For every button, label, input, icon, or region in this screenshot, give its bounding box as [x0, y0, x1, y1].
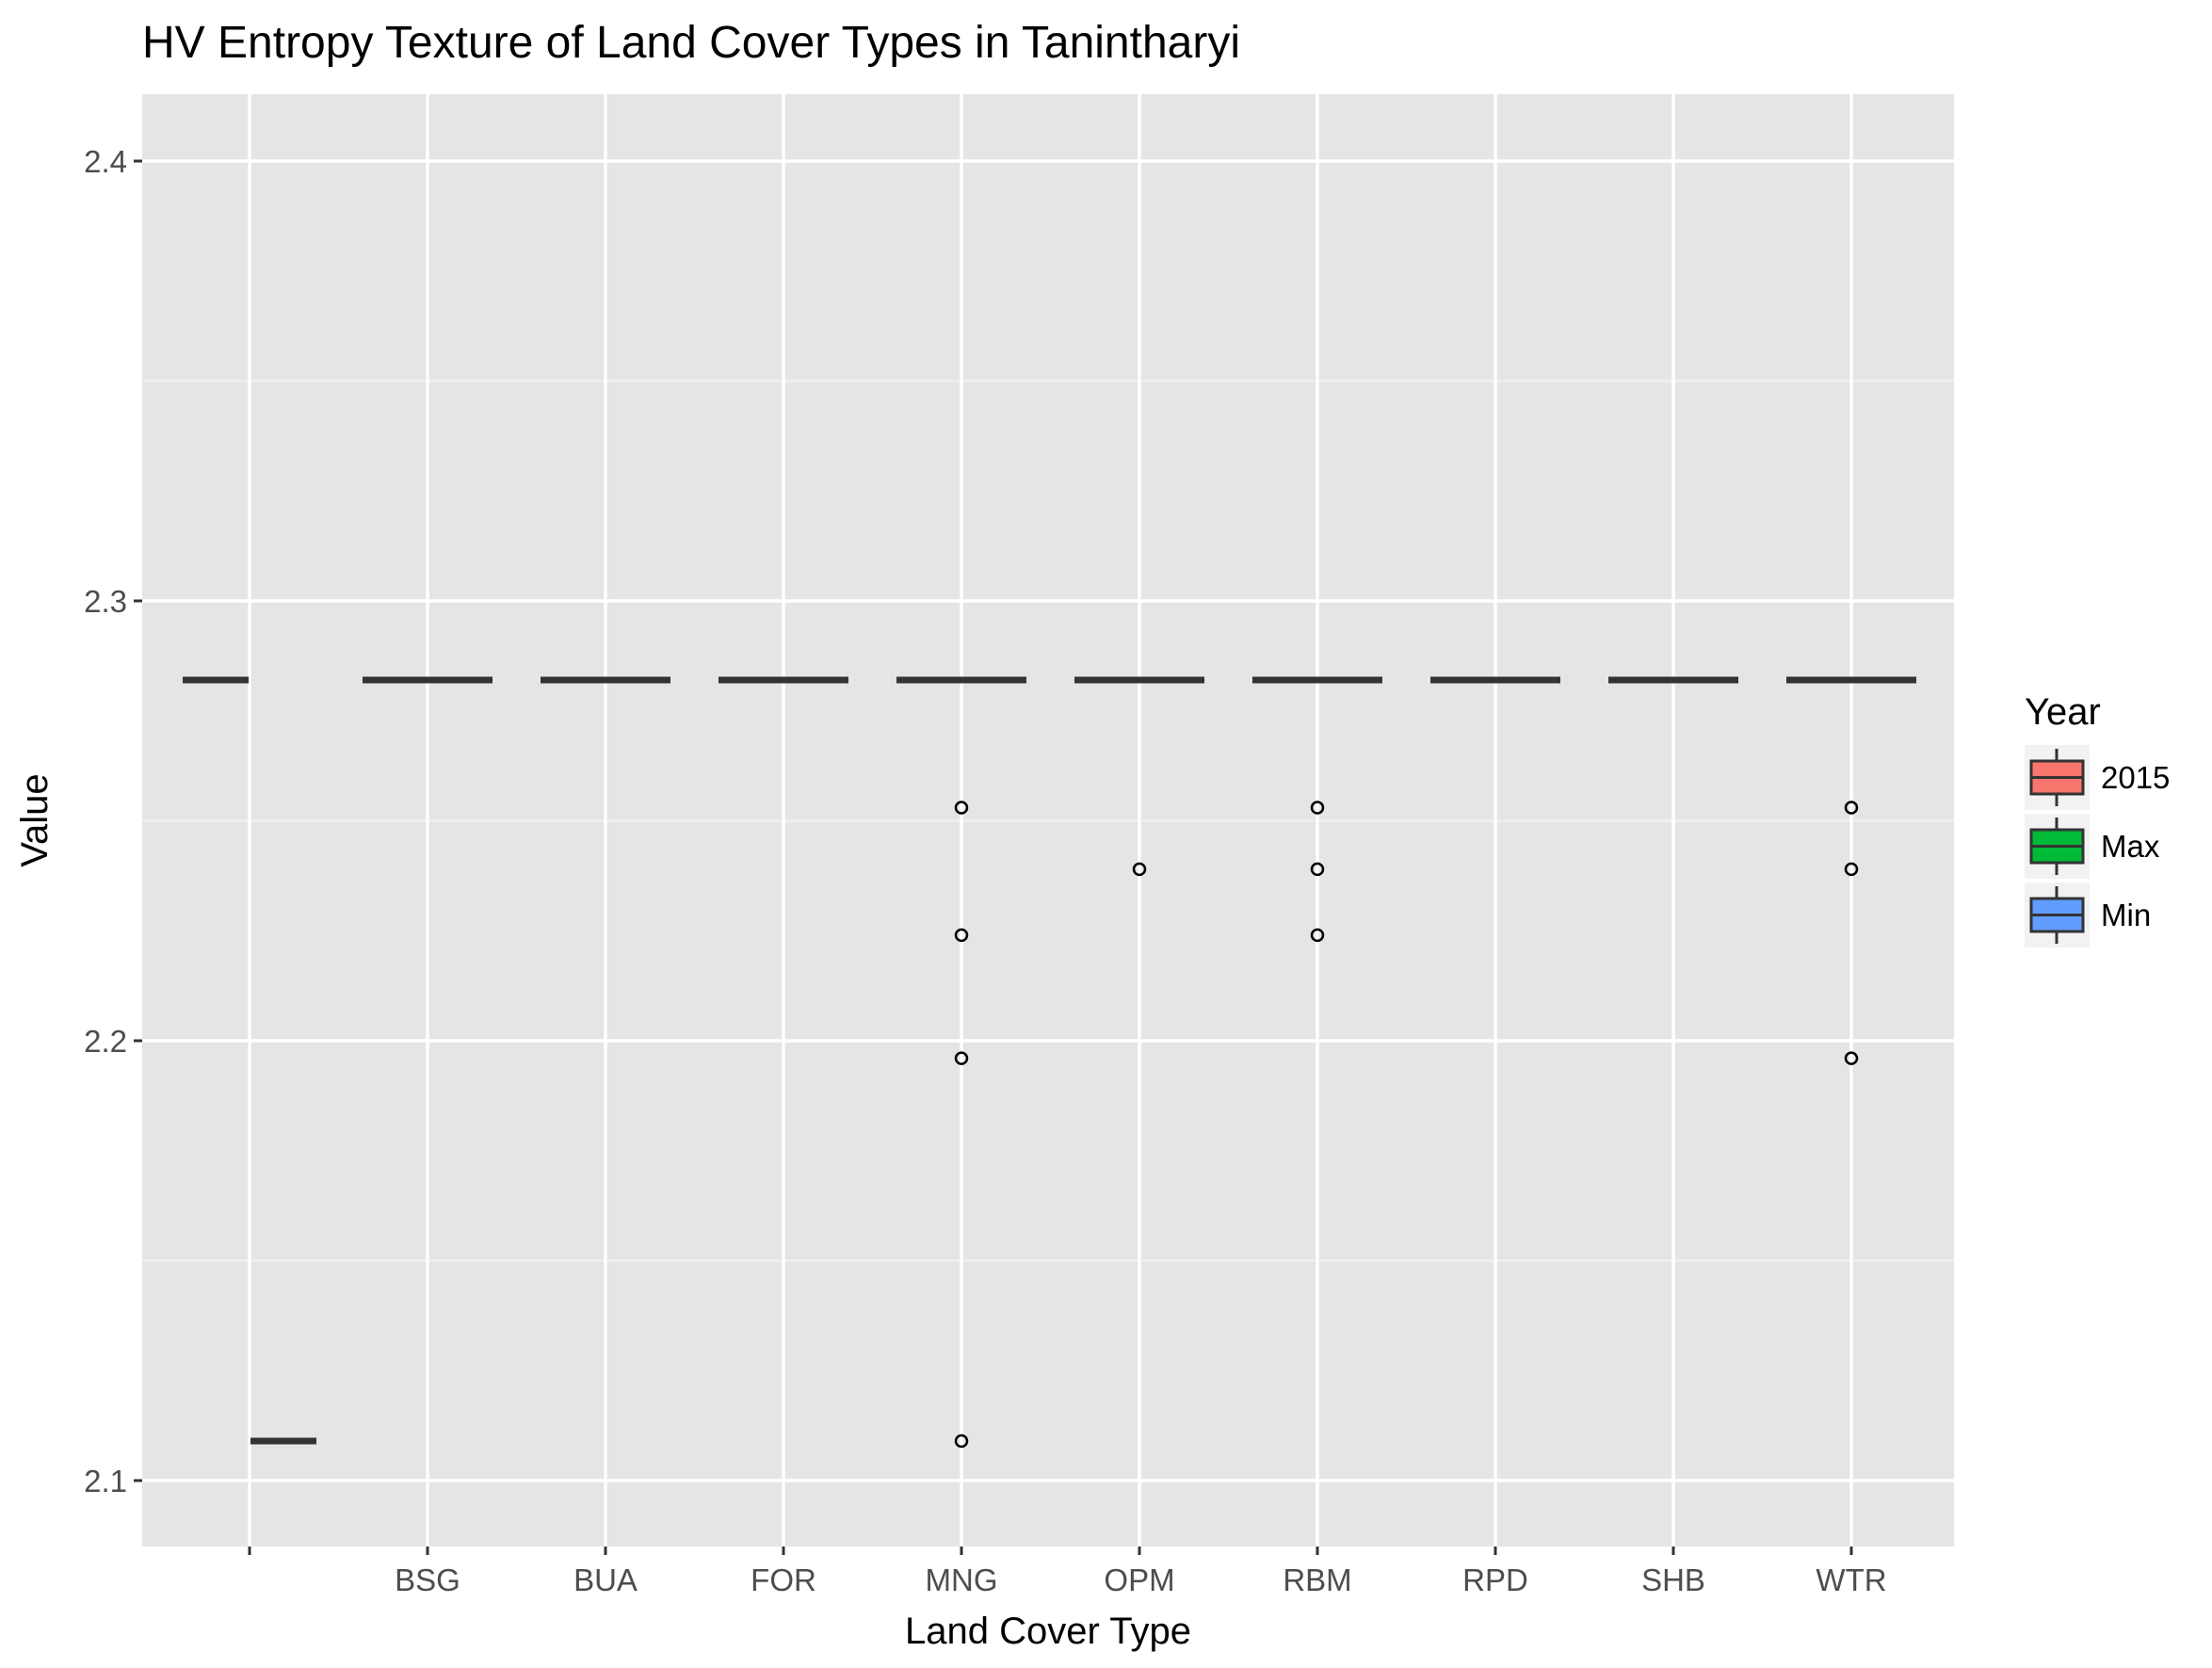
x-tick-label: FOR: [751, 1563, 816, 1597]
outlier-point: [954, 928, 969, 943]
y-tick-label: 2.3: [84, 584, 127, 619]
boxes: [183, 676, 1916, 1445]
x-axis: BSG BUA FOR MNG OPM RBM RPD SHB WTR: [248, 1547, 1887, 1597]
x-axis-title: Land Cover Type: [905, 1611, 1191, 1652]
legend-label-max: Max: [2101, 829, 2160, 864]
y-tick-label: 2.1: [84, 1464, 127, 1498]
outlier-point: [1310, 862, 1325, 877]
x-tick-label: OPM: [1104, 1563, 1174, 1597]
x-tick-label: BSG: [395, 1563, 460, 1597]
major-gridlines: [142, 94, 1954, 1547]
x-tick-label: BUA: [573, 1563, 638, 1597]
y-axis: 2.1 2.2 2.3 2.4: [84, 144, 142, 1498]
outlier-point: [1844, 862, 1859, 877]
y-tick-label: 2.4: [84, 144, 127, 179]
y-axis-title: Value: [14, 773, 56, 866]
outlier-point: [954, 1051, 969, 1065]
legend-label-2015: 2015: [2101, 760, 2170, 795]
x-tick-label: MNG: [926, 1563, 998, 1597]
outlier-point: [1132, 862, 1147, 877]
chart-title: HV Entropy Texture of Land Cover Types i…: [142, 18, 1240, 68]
x-tick-label: RPD: [1462, 1563, 1528, 1597]
outlier-point: [1310, 928, 1325, 943]
outlier-point: [954, 801, 969, 815]
minor-gridlines: [142, 380, 1954, 1262]
x-tick-label: SHB: [1641, 1563, 1705, 1597]
x-tick-label: WTR: [1816, 1563, 1886, 1597]
y-tick-label: 2.2: [84, 1024, 127, 1059]
outlier-points: [954, 801, 1859, 1449]
legend-title: Year: [2025, 691, 2101, 733]
legend: Year 2015 Max Min: [2025, 691, 2170, 947]
x-tick-label: RBM: [1283, 1563, 1351, 1597]
outlier-point: [1844, 801, 1859, 815]
legend-label-min: Min: [2101, 898, 2151, 932]
outlier-point: [954, 1433, 969, 1449]
outlier-point: [1310, 801, 1325, 815]
outlier-point: [1844, 1051, 1859, 1065]
